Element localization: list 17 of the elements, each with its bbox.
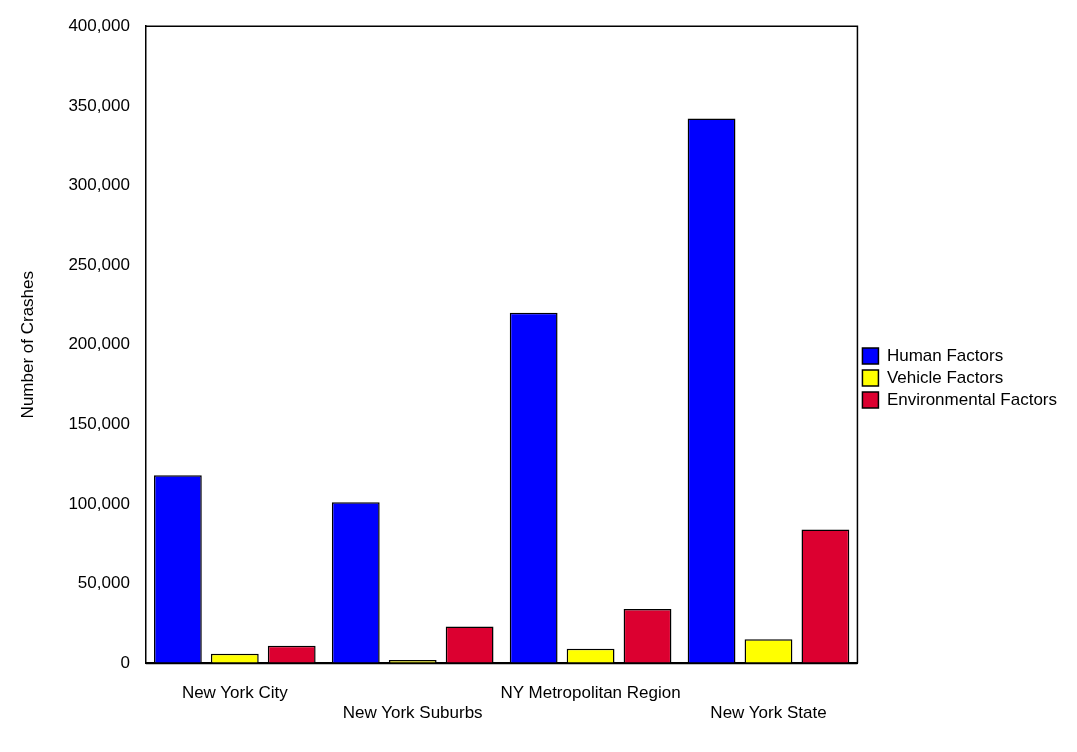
y-axis-title: Number of Crashes (17, 271, 37, 419)
x-tick-label: New York City (181, 683, 289, 703)
y-tick-label: 350,000 (68, 95, 130, 115)
y-tick-label: 250,000 (68, 254, 130, 274)
legend-label: Human Factors (886, 345, 1004, 365)
y-tick-label: 400,000 (68, 15, 130, 35)
y-tick-label: 0 (120, 652, 130, 672)
x-tick-label: New York State (710, 703, 827, 723)
y-tick-label: 100,000 (68, 493, 130, 513)
legend-label: Vehicle Factors (886, 367, 1004, 387)
y-tick-label: 300,000 (68, 175, 130, 195)
y-tick-label: 200,000 (68, 334, 130, 354)
y-tick-label: 150,000 (68, 414, 130, 434)
legend-label: Environmental Factors (886, 389, 1058, 409)
x-tick-label: NY Metropolitan Region (500, 683, 681, 703)
y-tick-label: 50,000 (77, 573, 130, 593)
x-tick-label: New York Suburbs (342, 703, 483, 723)
